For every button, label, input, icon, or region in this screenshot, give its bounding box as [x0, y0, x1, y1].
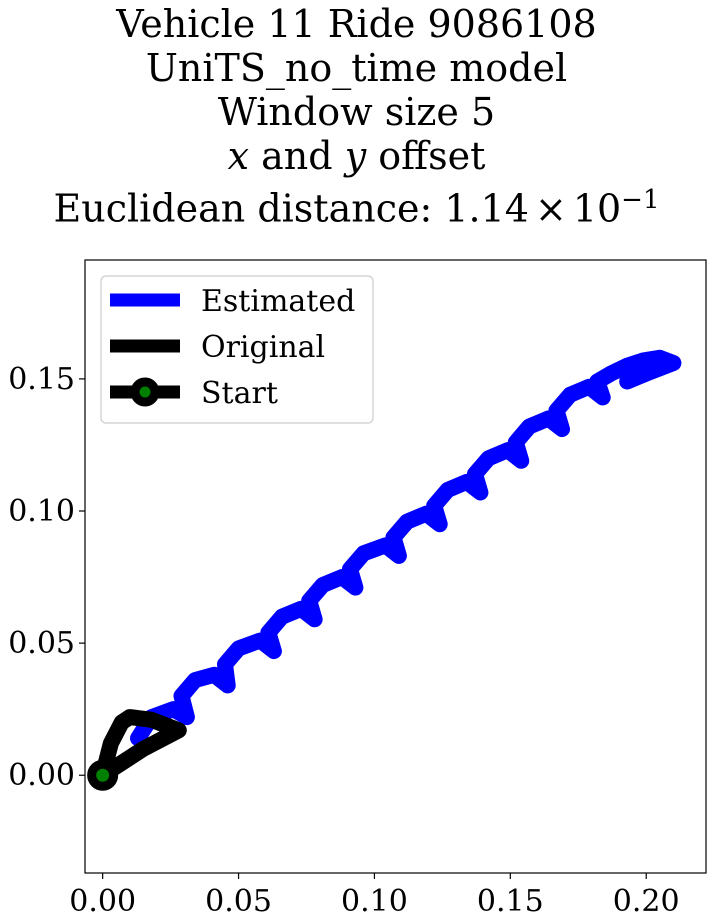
distance-exponent: −1	[621, 185, 660, 215]
ticks-layer: 0.00 0.05 0.10 0.15 0.20 0.00 0.05 0.10 0.15	[8, 362, 679, 919]
chart-subtitle-offset: x and y offset	[0, 134, 713, 178]
x-tick-label: 0.10	[341, 884, 408, 919]
y-tick-label: 0.00	[8, 758, 75, 793]
legend-start-marker	[130, 377, 160, 407]
legend-label-original: Original	[201, 330, 325, 365]
y-tick-label: 0.05	[8, 626, 75, 661]
series-line-estimated	[130, 349, 682, 747]
plot-frame	[84, 259, 707, 874]
chart-title: Vehicle 11 Ride 9086108	[116, 2, 597, 46]
x-tick-label: 0.00	[69, 884, 136, 919]
distance-prefix: Euclidean distance:	[53, 186, 445, 231]
y-tick-label: 0.15	[8, 362, 75, 397]
distance-mantissa: 1.14	[444, 186, 529, 231]
distance-times: ×	[534, 186, 567, 231]
distance-base: 10	[572, 186, 622, 231]
start-marker	[87, 759, 119, 791]
chart-title-block: Vehicle 11 Ride 9086108 UniTS_no_time mo…	[0, 2, 713, 231]
series-line-original	[94, 709, 187, 784]
x-tick-label: 0.20	[613, 884, 680, 919]
x-variable: x	[227, 134, 250, 178]
legend-label-start: Start	[201, 376, 278, 411]
chart-subtitle-window: Window size 5	[217, 90, 496, 134]
series-layer	[87, 349, 682, 791]
legend: Estimated Original Start	[100, 275, 374, 424]
x-tick-label: 0.15	[477, 884, 544, 919]
chart-subtitle-distance: Euclidean distance: 1.14 × 10−1	[0, 178, 713, 231]
y-tick-label: 0.10	[8, 494, 75, 529]
y-variable: y	[344, 134, 367, 178]
x-tick-label: 0.05	[205, 884, 272, 919]
chart-subtitle-model: UniTS_no_time model	[145, 46, 568, 90]
and-text: and	[249, 134, 345, 178]
offset-text: offset	[366, 134, 486, 178]
legend-label-estimated: Estimated	[201, 284, 355, 319]
